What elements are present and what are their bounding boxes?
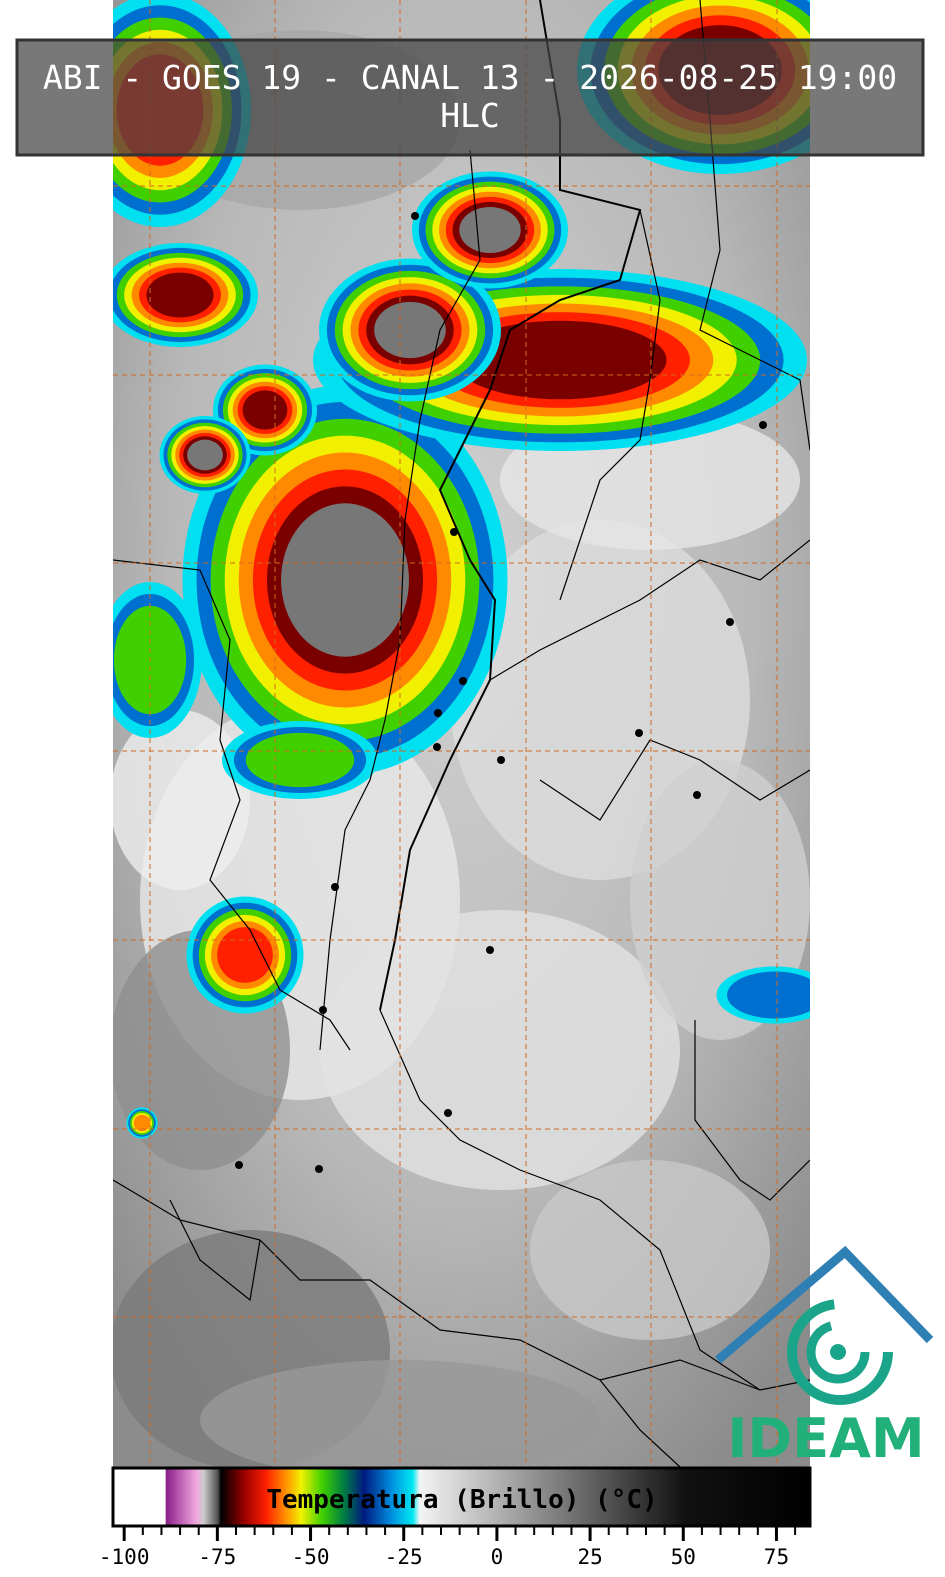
tick-label: 75 [764,1545,789,1569]
city [759,421,767,429]
city [319,1006,327,1014]
city [315,1165,323,1173]
storm-ring [242,390,288,430]
logo-text: IDEAM [727,1407,924,1470]
subtitle: HLC [440,96,500,135]
city [459,677,467,685]
tick-label: -75 [198,1545,236,1569]
storm-ring [217,927,273,983]
tick-label: 0 [491,1545,504,1569]
cloud [113,710,250,890]
logo-swirl [830,1344,846,1360]
cities [235,212,767,1173]
city [635,729,643,737]
title-box [15,38,925,157]
city [693,791,701,799]
storm-ring [133,1114,151,1132]
storm-ring [374,301,446,359]
logo-swirl [787,1299,893,1405]
cloud [320,910,680,1190]
city [433,743,441,751]
city [434,709,442,717]
graticule [113,0,810,1467]
satellite-image [113,0,810,1467]
title: ABI - GOES 19 - CANAL 13 - 2026-08-25 19… [43,58,897,97]
city [331,883,339,891]
storm-ring [187,439,223,471]
city [486,946,494,954]
storm-ring [146,272,214,318]
tick-label: -50 [292,1545,330,1569]
cloud [530,1160,770,1340]
colorbar: Temperatura (Brillo) (°C) -100 -75 -50 -25 0… [99,1466,812,1569]
tick-label: 25 [577,1545,602,1569]
borders [113,0,810,1467]
city [411,212,419,220]
city [450,528,458,536]
storm-ring [245,732,355,788]
storm-ring [459,206,521,254]
tick-label: -25 [385,1545,423,1569]
city [726,618,734,626]
city [444,1109,452,1117]
colorbar-ramp [111,1466,812,1528]
tick-label: 50 [671,1545,696,1569]
logo-roof [715,1245,934,1364]
storm-ring [281,503,409,657]
city [497,756,505,764]
colorbar-label: Temperatura (Brillo) (°C) [266,1485,657,1515]
logo-swirl [806,1320,870,1384]
city [235,1161,243,1169]
tick-label: -100 [99,1545,150,1569]
logo: IDEAM [715,1245,934,1470]
storm-ring [727,971,810,1019]
